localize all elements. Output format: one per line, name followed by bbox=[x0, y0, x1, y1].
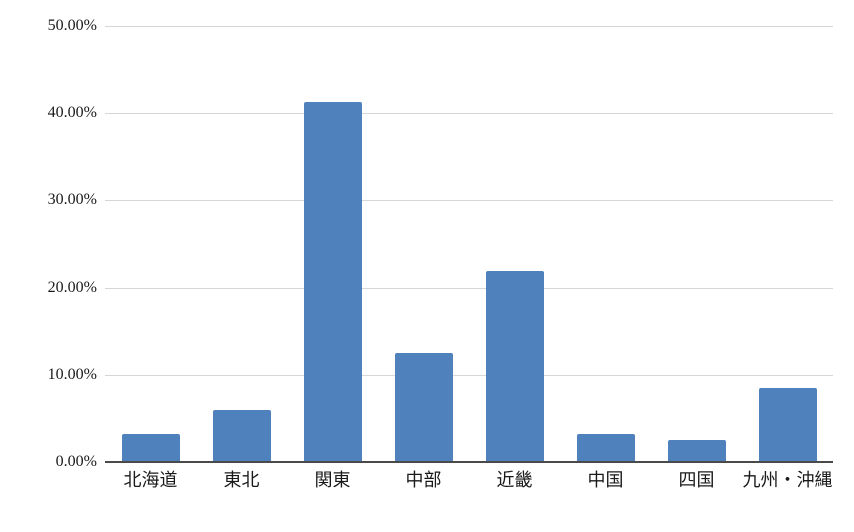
gridline bbox=[105, 200, 833, 202]
x-axis-line bbox=[105, 461, 833, 463]
bar-近畿 bbox=[485, 271, 544, 462]
bar-slot bbox=[105, 26, 196, 462]
bar-slot bbox=[651, 26, 742, 462]
bar-slot bbox=[196, 26, 287, 462]
x-axis-tick-label: 北海道 bbox=[123, 470, 178, 490]
bar-九州・沖縄 bbox=[758, 387, 817, 462]
gridline bbox=[105, 26, 833, 27]
x-axis-labels: 北海道 東北 関東 中部 近畿 中国 四国 九州・沖縄 bbox=[105, 469, 833, 491]
y-axis-tick-label: 40.00% bbox=[47, 104, 97, 122]
gridline bbox=[105, 113, 833, 115]
bar-北海道 bbox=[121, 434, 180, 462]
bar-slot bbox=[469, 26, 560, 462]
y-axis-labels: 0.00% 10.00% 20.00% 30.00% 40.00% 50.00% bbox=[0, 17, 97, 470]
bar-関東 bbox=[303, 101, 362, 462]
y-axis-tick-label: 0.00% bbox=[55, 453, 97, 470]
bar-中部 bbox=[394, 353, 453, 462]
x-axis-tick-label: 近畿 bbox=[496, 470, 533, 490]
bar-slot bbox=[378, 26, 469, 462]
bar-slot bbox=[287, 26, 378, 462]
bar-東北 bbox=[212, 409, 271, 462]
y-axis-tick-label: 30.00% bbox=[47, 191, 97, 209]
bar-四国 bbox=[667, 440, 726, 462]
x-axis-tick-label: 中国 bbox=[587, 470, 624, 490]
x-axis-tick-label: 関東 bbox=[314, 470, 351, 490]
y-axis-tick-label: 50.00% bbox=[47, 17, 97, 34]
bar-slot bbox=[560, 26, 651, 462]
bar-slot bbox=[742, 26, 833, 462]
bar-中国 bbox=[576, 434, 635, 462]
x-axis-tick-label: 九州・沖縄 bbox=[742, 470, 833, 490]
plot-area: 北海道 東北 関東 中部 近畿 中国 四国 九州・沖縄 bbox=[105, 26, 833, 490]
gridline bbox=[105, 374, 833, 376]
y-axis-tick-label: 20.00% bbox=[47, 278, 97, 296]
y-axis-tick-label: 10.00% bbox=[47, 365, 97, 383]
gridline bbox=[105, 287, 833, 289]
x-axis-tick-label: 中部 bbox=[405, 470, 442, 490]
bars-row bbox=[105, 26, 833, 462]
x-axis-tick-label: 東北 bbox=[223, 470, 260, 490]
x-axis-tick-label: 四国 bbox=[678, 470, 715, 490]
